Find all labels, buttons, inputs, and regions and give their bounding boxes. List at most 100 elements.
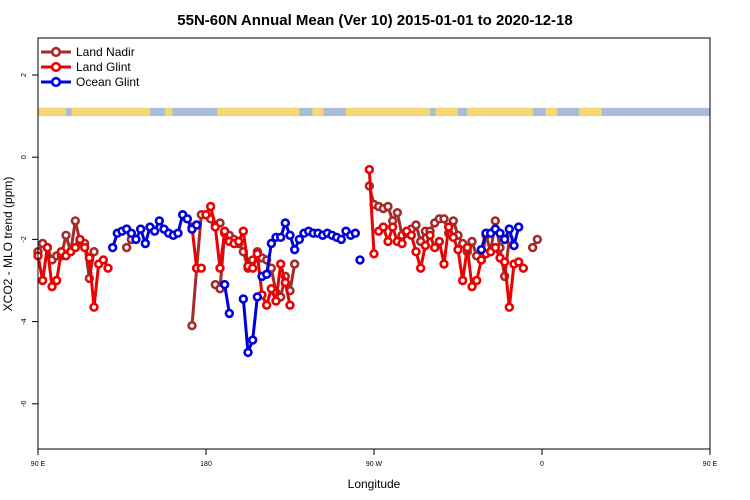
data-point-ocean-glint	[149, 226, 160, 236]
data-point-land-glint	[79, 242, 90, 253]
data-point-land-nadir	[532, 234, 543, 245]
data-point-land-glint	[261, 300, 272, 310]
data-point-ocean-glint	[140, 238, 151, 249]
data-point-land-glint	[280, 277, 291, 288]
data-point-land-glint	[210, 222, 221, 232]
data-point-land-nadir	[61, 230, 71, 240]
data-point-ocean-glint	[135, 224, 146, 234]
data-point-land-nadir	[289, 259, 300, 269]
data-point-ocean-glint	[495, 228, 505, 238]
data-point-ocean-glint	[509, 240, 519, 251]
legend-label: Ocean Glint	[76, 75, 140, 89]
x-tick-label: 90 E	[703, 461, 718, 468]
data-point-land-glint	[453, 244, 463, 255]
data-point-land-glint	[364, 164, 375, 175]
data-point-land-glint	[215, 263, 225, 273]
data-point-ocean-glint	[499, 234, 510, 245]
land-mask-band-land	[38, 107, 602, 117]
x-tick-label: 90 W	[366, 461, 383, 468]
data-point-land-glint	[411, 247, 421, 257]
data-point-land-glint	[467, 281, 477, 292]
y-tick-label: -6	[21, 401, 28, 407]
data-point-land-nadir	[490, 216, 501, 226]
series-line-land-glint	[367, 169, 376, 254]
data-point-ocean-glint	[504, 224, 515, 234]
data-point-land-glint	[219, 226, 230, 236]
data-point-ocean-glint	[252, 292, 263, 302]
x-tick-label: 0	[540, 461, 544, 468]
y-tick-label: 0	[21, 155, 28, 159]
data-point-ocean-glint	[243, 347, 253, 358]
data-point-land-glint	[75, 234, 85, 245]
legend-item-land-glint: Land Glint	[41, 60, 131, 74]
x-axis: 90 E 180 90 W 0 90 E	[31, 449, 718, 468]
series-line-ocean-glint	[223, 284, 231, 314]
data-point-land-glint	[238, 226, 249, 236]
data-point-land-nadir	[70, 216, 81, 226]
data-point-land-nadir	[439, 214, 449, 224]
land-mask-segment	[38, 107, 66, 117]
land-mask-segment	[346, 107, 430, 117]
data-point-land-glint	[476, 255, 487, 265]
land-mask-segment	[164, 107, 173, 117]
data-point-ocean-glint	[126, 228, 137, 238]
data-point-land-glint	[499, 257, 510, 267]
data-point-ocean-glint	[350, 228, 361, 238]
data-point-land-glint	[266, 284, 277, 294]
data-point-land-glint	[271, 296, 281, 306]
data-point-land-glint	[37, 275, 48, 286]
data-point-land-glint	[196, 263, 207, 273]
legend-swatch-marker	[50, 76, 62, 88]
data-point-land-glint	[429, 242, 440, 253]
data-point-ocean-glint	[191, 220, 202, 230]
data-point-land-nadir	[121, 242, 132, 253]
data-point-ocean-glint	[107, 242, 118, 253]
data-point-land-glint	[275, 259, 286, 269]
y-axis: 2 0 -2 -4 -6	[21, 73, 38, 407]
data-point-ocean-glint	[476, 244, 487, 255]
data-point-land-glint	[233, 236, 244, 247]
legend-item-land-nadir: Land Nadir	[41, 45, 135, 59]
land-mask-segment	[579, 107, 602, 117]
data-point-ocean-glint	[294, 234, 305, 245]
data-point-land-glint	[490, 242, 501, 253]
data-point-land-glint	[448, 232, 459, 243]
data-point-land-glint	[84, 253, 95, 263]
data-point-land-glint	[98, 255, 109, 265]
data-point-land-glint	[51, 275, 62, 286]
data-point-land-glint	[513, 257, 524, 267]
data-point-land-glint	[504, 302, 515, 312]
chart-marks	[33, 164, 543, 358]
data-point-ocean-glint	[275, 232, 286, 243]
data-point-land-nadir	[187, 321, 197, 331]
data-point-ocean-glint	[154, 216, 165, 226]
data-point-ocean-glint	[247, 335, 258, 345]
legend-swatch-marker	[50, 61, 62, 73]
land-mask-segment	[545, 107, 557, 117]
data-point-land-glint	[420, 240, 431, 251]
data-point-land-nadir	[392, 207, 403, 218]
series-ocean-glint	[107, 210, 524, 358]
data-point-land-glint	[285, 300, 295, 310]
data-point-land-glint	[439, 259, 449, 269]
data-point-land-glint	[42, 242, 53, 253]
y-tick-label: 2	[21, 73, 28, 77]
land-mask-segment	[435, 107, 458, 117]
land-mask-segment	[467, 107, 533, 117]
data-point-land-glint	[434, 236, 445, 247]
legend-swatch-marker	[50, 46, 62, 58]
y-tick-label: -2	[21, 236, 28, 242]
data-point-land-glint	[518, 263, 529, 273]
data-point-land-glint	[406, 230, 417, 240]
data-point-land-nadir	[411, 220, 421, 230]
data-point-ocean-glint	[266, 238, 277, 249]
data-point-land-glint	[378, 222, 389, 232]
data-point-ocean-glint	[355, 255, 365, 265]
data-point-land-nadir	[383, 201, 393, 212]
data-point-land-glint	[369, 249, 379, 259]
land-mask-segment	[217, 107, 300, 117]
data-point-land-nadir	[467, 236, 477, 247]
data-point-ocean-glint	[336, 234, 347, 245]
legend-item-ocean-glint: Ocean Glint	[41, 75, 140, 89]
